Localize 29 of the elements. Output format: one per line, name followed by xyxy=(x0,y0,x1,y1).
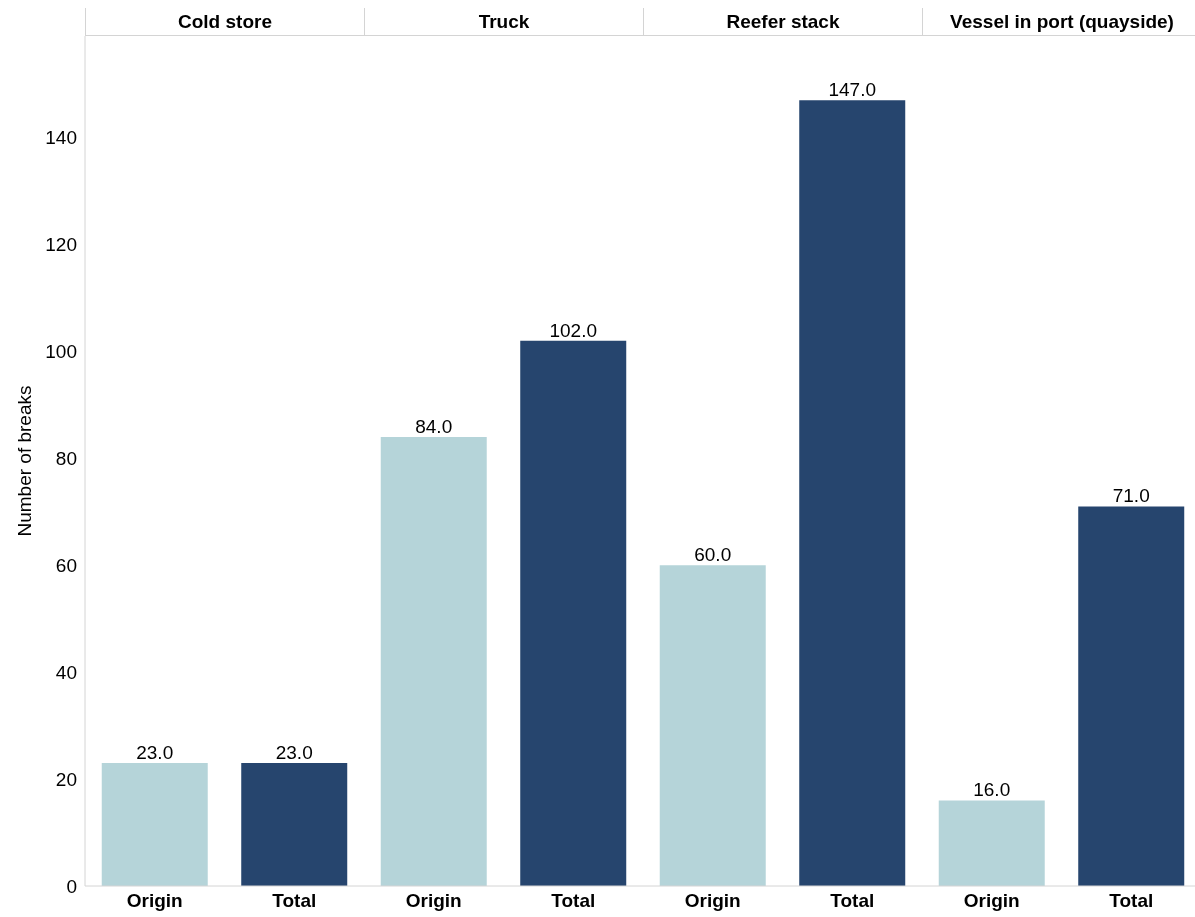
y-tick-label: 140 xyxy=(45,127,77,149)
data-label: 102.0 xyxy=(549,319,598,341)
y-tick-label: 20 xyxy=(55,768,77,790)
data-label: 23.0 xyxy=(275,742,313,764)
chart-title: Cold store xyxy=(85,8,364,36)
data-label: 23.0 xyxy=(136,742,174,764)
x-tick-label: Total xyxy=(272,890,317,912)
x-tick-label: Origin xyxy=(405,890,462,912)
data-label: 16.0 xyxy=(973,779,1011,801)
x-tick-label: Total xyxy=(1109,890,1154,912)
chart-title: Vessel in port (quayside) xyxy=(922,8,1195,36)
y-tick-label: 40 xyxy=(55,661,77,683)
x-tick-label: Origin xyxy=(126,890,183,912)
data-label: 84.0 xyxy=(415,415,453,437)
x-tick-label: Origin xyxy=(684,890,741,912)
x-tick-label: Total xyxy=(830,890,875,912)
y-tick-label: 120 xyxy=(45,234,77,256)
data-label: 60.0 xyxy=(694,544,732,566)
y-axis-title: Number of breaks xyxy=(13,385,35,537)
data-label: 71.0 xyxy=(1112,485,1150,507)
chart-title: Reefer stack xyxy=(643,8,922,36)
y-tick-label: 80 xyxy=(55,448,77,470)
chart-title: Truck xyxy=(364,8,643,36)
y-tick-label: 100 xyxy=(45,341,77,363)
y-tick-label: 0 xyxy=(66,875,77,897)
x-tick-label: Total xyxy=(551,890,596,912)
data-label: 147.0 xyxy=(828,79,877,101)
x-tick-label: Origin xyxy=(963,890,1020,912)
y-tick-label: 60 xyxy=(55,554,77,576)
